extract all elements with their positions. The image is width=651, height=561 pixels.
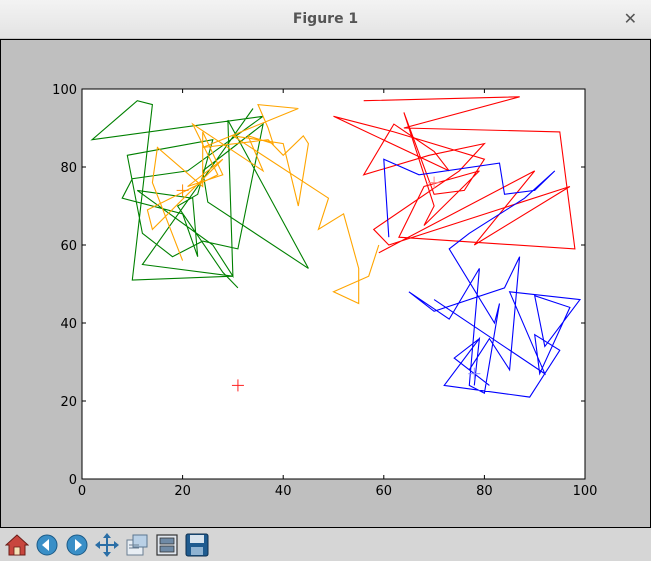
y-tick-label: 80 xyxy=(60,161,77,176)
home-icon xyxy=(5,534,29,556)
series-line-0 xyxy=(90,100,309,289)
back-button[interactable] xyxy=(33,531,61,559)
axes-frame xyxy=(81,88,586,480)
forward-button[interactable] xyxy=(63,531,91,559)
tick-layer: 0 20 40 60 80 100 0 20 40 60 80 100 xyxy=(52,83,597,499)
x-tick-label: 80 xyxy=(476,484,493,499)
y-tick-label: 60 xyxy=(60,239,77,254)
centroid-marker-0 xyxy=(176,184,189,197)
y-tick-label: 100 xyxy=(52,83,77,98)
x-tick-label: 20 xyxy=(174,484,191,499)
window-titlebar: Figure 1 ✕ xyxy=(0,0,651,39)
centroid-marker-3 xyxy=(231,379,244,392)
series-line-2 xyxy=(383,158,582,398)
x-tick-label: 60 xyxy=(376,484,393,499)
forward-icon xyxy=(66,534,88,556)
zoom-icon xyxy=(126,534,148,556)
marker-layer xyxy=(176,176,481,392)
series-line-1 xyxy=(333,96,576,254)
home-button[interactable] xyxy=(3,531,31,559)
axes-background xyxy=(82,89,585,479)
save-icon xyxy=(185,533,209,557)
window-title: Figure 1 xyxy=(292,11,359,27)
save-button[interactable] xyxy=(183,531,211,559)
y-tick-label: 0 xyxy=(69,473,77,488)
subplots-button[interactable] xyxy=(153,531,181,559)
figure-canvas-frame: 0 20 40 60 80 100 0 20 40 60 80 100 xyxy=(0,39,651,528)
pan-icon xyxy=(95,533,119,557)
back-icon xyxy=(36,534,58,556)
x-tick-label: 40 xyxy=(275,484,292,499)
x-tick-label: 0 xyxy=(78,484,86,499)
close-icon[interactable]: ✕ xyxy=(623,9,637,28)
zoom-button[interactable] xyxy=(123,531,151,559)
plot-svg: 0 20 40 60 80 100 0 20 40 60 80 100 xyxy=(52,83,597,499)
pan-button[interactable] xyxy=(93,531,121,559)
x-tick-label: 100 xyxy=(573,484,598,499)
figure-canvas: 0 20 40 60 80 100 0 20 40 60 80 100 xyxy=(1,40,650,527)
series-layer xyxy=(90,96,582,398)
y-tick-label: 40 xyxy=(60,317,77,332)
navigation-toolbar xyxy=(0,528,651,561)
centroid-marker-1 xyxy=(428,176,441,189)
y-tick-label: 20 xyxy=(60,395,77,410)
centroid-marker-2 xyxy=(468,367,481,380)
series-line-3 xyxy=(146,103,380,305)
subplots-icon xyxy=(156,534,178,556)
